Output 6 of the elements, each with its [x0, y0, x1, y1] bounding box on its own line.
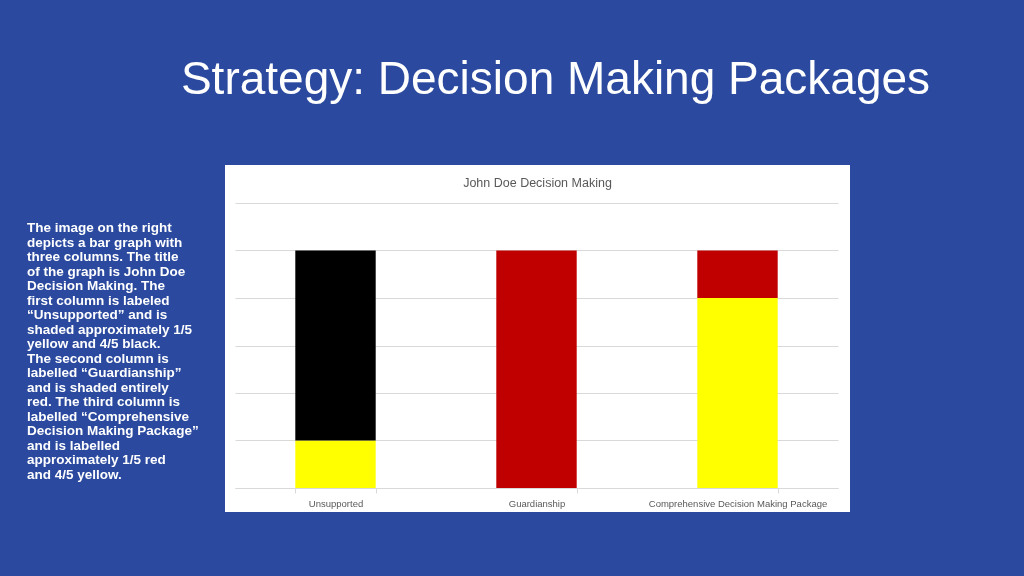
- text: The image on the right depicts a bar graph with three columns. The title of the graph is John Doe Decision Making. The first column is labeled “Unsupported” and is shaded approximately 1/5 yellow and 4/5 black. The second column is labelled “Guardianship” and is shaded entirely red. The third column is labelled “Comprehensive Decision Making Package” and is labelled approximately 1/5 red and 4/5 yellow.: [27, 220, 199, 482]
- chart-title: Strategy: Decision Making Packages: [180, 52, 931, 104]
- chart-subtitle: John Doe Decision Making: [463, 176, 612, 190]
- x-tick-label: Unsupported: [308, 497, 364, 509]
- x-tick-label: Guardianship: [508, 497, 566, 509]
- x-tick-label: Comprehensive Decision Making Package: [648, 497, 828, 509]
